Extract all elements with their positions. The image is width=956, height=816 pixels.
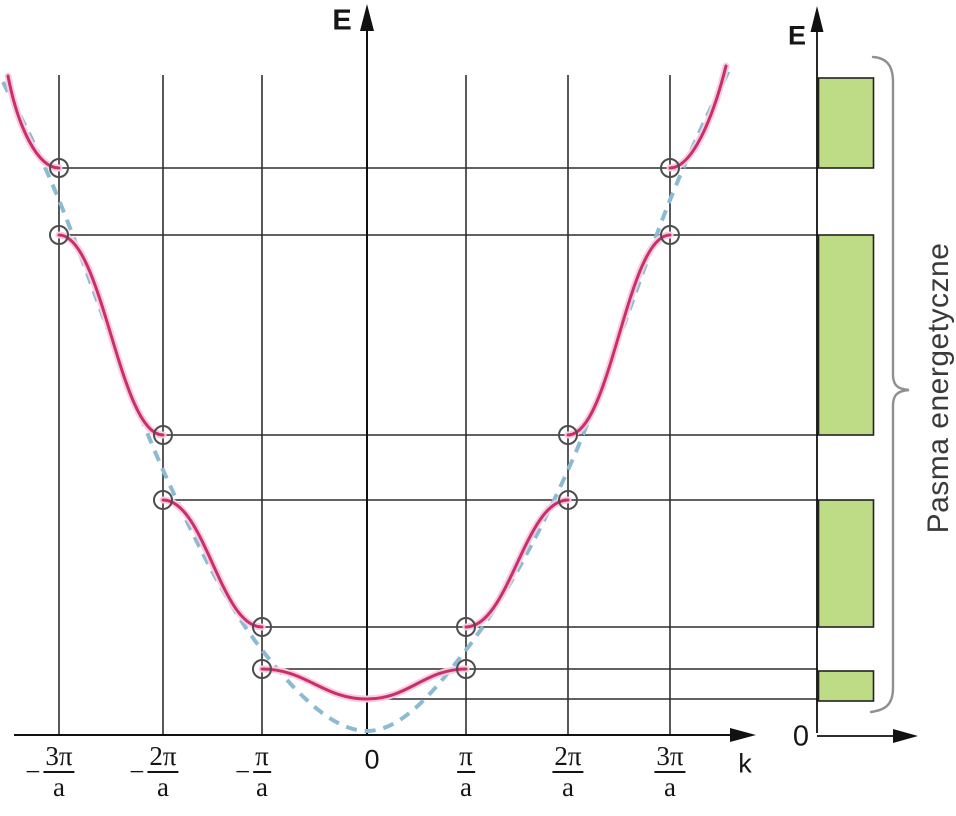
- gap-opening-circle: [456, 659, 476, 679]
- minus-sign: −: [25, 756, 41, 787]
- fraction-denominator: a: [562, 772, 574, 802]
- fraction: 2π a: [552, 741, 584, 802]
- fraction-numerator: 2π: [149, 741, 177, 771]
- fraction-numerator: 2π: [554, 741, 582, 771]
- panel-e-axis-arrow: [810, 6, 824, 32]
- fraction-denominator: a: [256, 772, 268, 802]
- gap-opening-circle: [49, 225, 69, 245]
- gap-opening-circle: [153, 490, 173, 510]
- gap-opening-circle: [252, 617, 272, 637]
- band-1-curve: [260, 667, 468, 701]
- band-4-right-halo: [666, 62, 730, 172]
- fraction: 3π a: [654, 741, 686, 802]
- fraction-bar: [147, 771, 179, 773]
- band-2-right-curve: [464, 498, 570, 629]
- band-3-left-curve: [57, 233, 165, 437]
- fraction: 2π a: [147, 741, 179, 802]
- fraction: 3π a: [43, 741, 75, 802]
- fraction-denominator: a: [53, 772, 65, 802]
- fraction-numerator: π: [255, 741, 269, 771]
- energy-bands-label: Pasma energetyczne: [922, 242, 955, 534]
- energy-band-bar: [817, 499, 875, 628]
- gap-opening-circle: [660, 225, 680, 245]
- fraction-bar: [43, 771, 75, 773]
- fraction-bar: [457, 771, 475, 773]
- gap-opening-circle: [456, 617, 476, 637]
- gap-opening-circle: [252, 659, 272, 679]
- fraction-numerator: 3π: [45, 741, 73, 771]
- gap-opening-circle: [153, 425, 173, 445]
- band-2-left-curve: [161, 498, 264, 629]
- k-tick-2pi-a: 2π a: [552, 741, 584, 802]
- k-axis-arrow: [730, 728, 756, 742]
- fraction-denominator: a: [664, 772, 676, 802]
- gap-opening-circle: [558, 425, 578, 445]
- main-origin-label: 0: [364, 744, 380, 775]
- band-4-right-curve: [668, 64, 728, 170]
- bands-brace: [869, 55, 910, 714]
- k-tick-minus-2pi-a: −2π a: [129, 741, 179, 802]
- main-e-axis-label: E: [332, 4, 352, 37]
- fraction-denominator: a: [460, 772, 472, 802]
- fraction-numerator: 3π: [656, 741, 684, 771]
- minus-sign: −: [234, 756, 251, 787]
- band-4-left-halo: [4, 72, 63, 172]
- main-e-axis-arrow: [360, 4, 374, 31]
- panel-e-axis-label: E: [787, 20, 807, 51]
- energy-band-bar: [817, 77, 875, 169]
- gap-opening-circle: [49, 158, 69, 178]
- k-tick-3pi-a: 3π a: [654, 741, 686, 802]
- k-tick-minus-pi-a: − π a: [235, 741, 271, 802]
- gap-opening-circle: [660, 158, 680, 178]
- fraction-bar: [253, 771, 271, 773]
- fraction-denominator: a: [157, 772, 169, 802]
- panel-x-axis-arrow: [893, 729, 918, 743]
- band-3-right-curve: [566, 233, 672, 437]
- fraction-numerator: π: [459, 741, 473, 771]
- band-4-left-curve: [6, 74, 61, 170]
- energy-band-bar: [817, 234, 875, 436]
- fraction-bar: [654, 771, 686, 773]
- k-tick-minus-3pi-a: −3π a: [25, 741, 75, 802]
- panel-origin-label: 0: [792, 720, 810, 753]
- energy-band-bar: [817, 670, 875, 702]
- minus-sign: −: [129, 756, 145, 787]
- k-axis-label: k: [738, 748, 752, 779]
- fraction-bar: [552, 771, 584, 773]
- gap-opening-circle: [558, 490, 578, 510]
